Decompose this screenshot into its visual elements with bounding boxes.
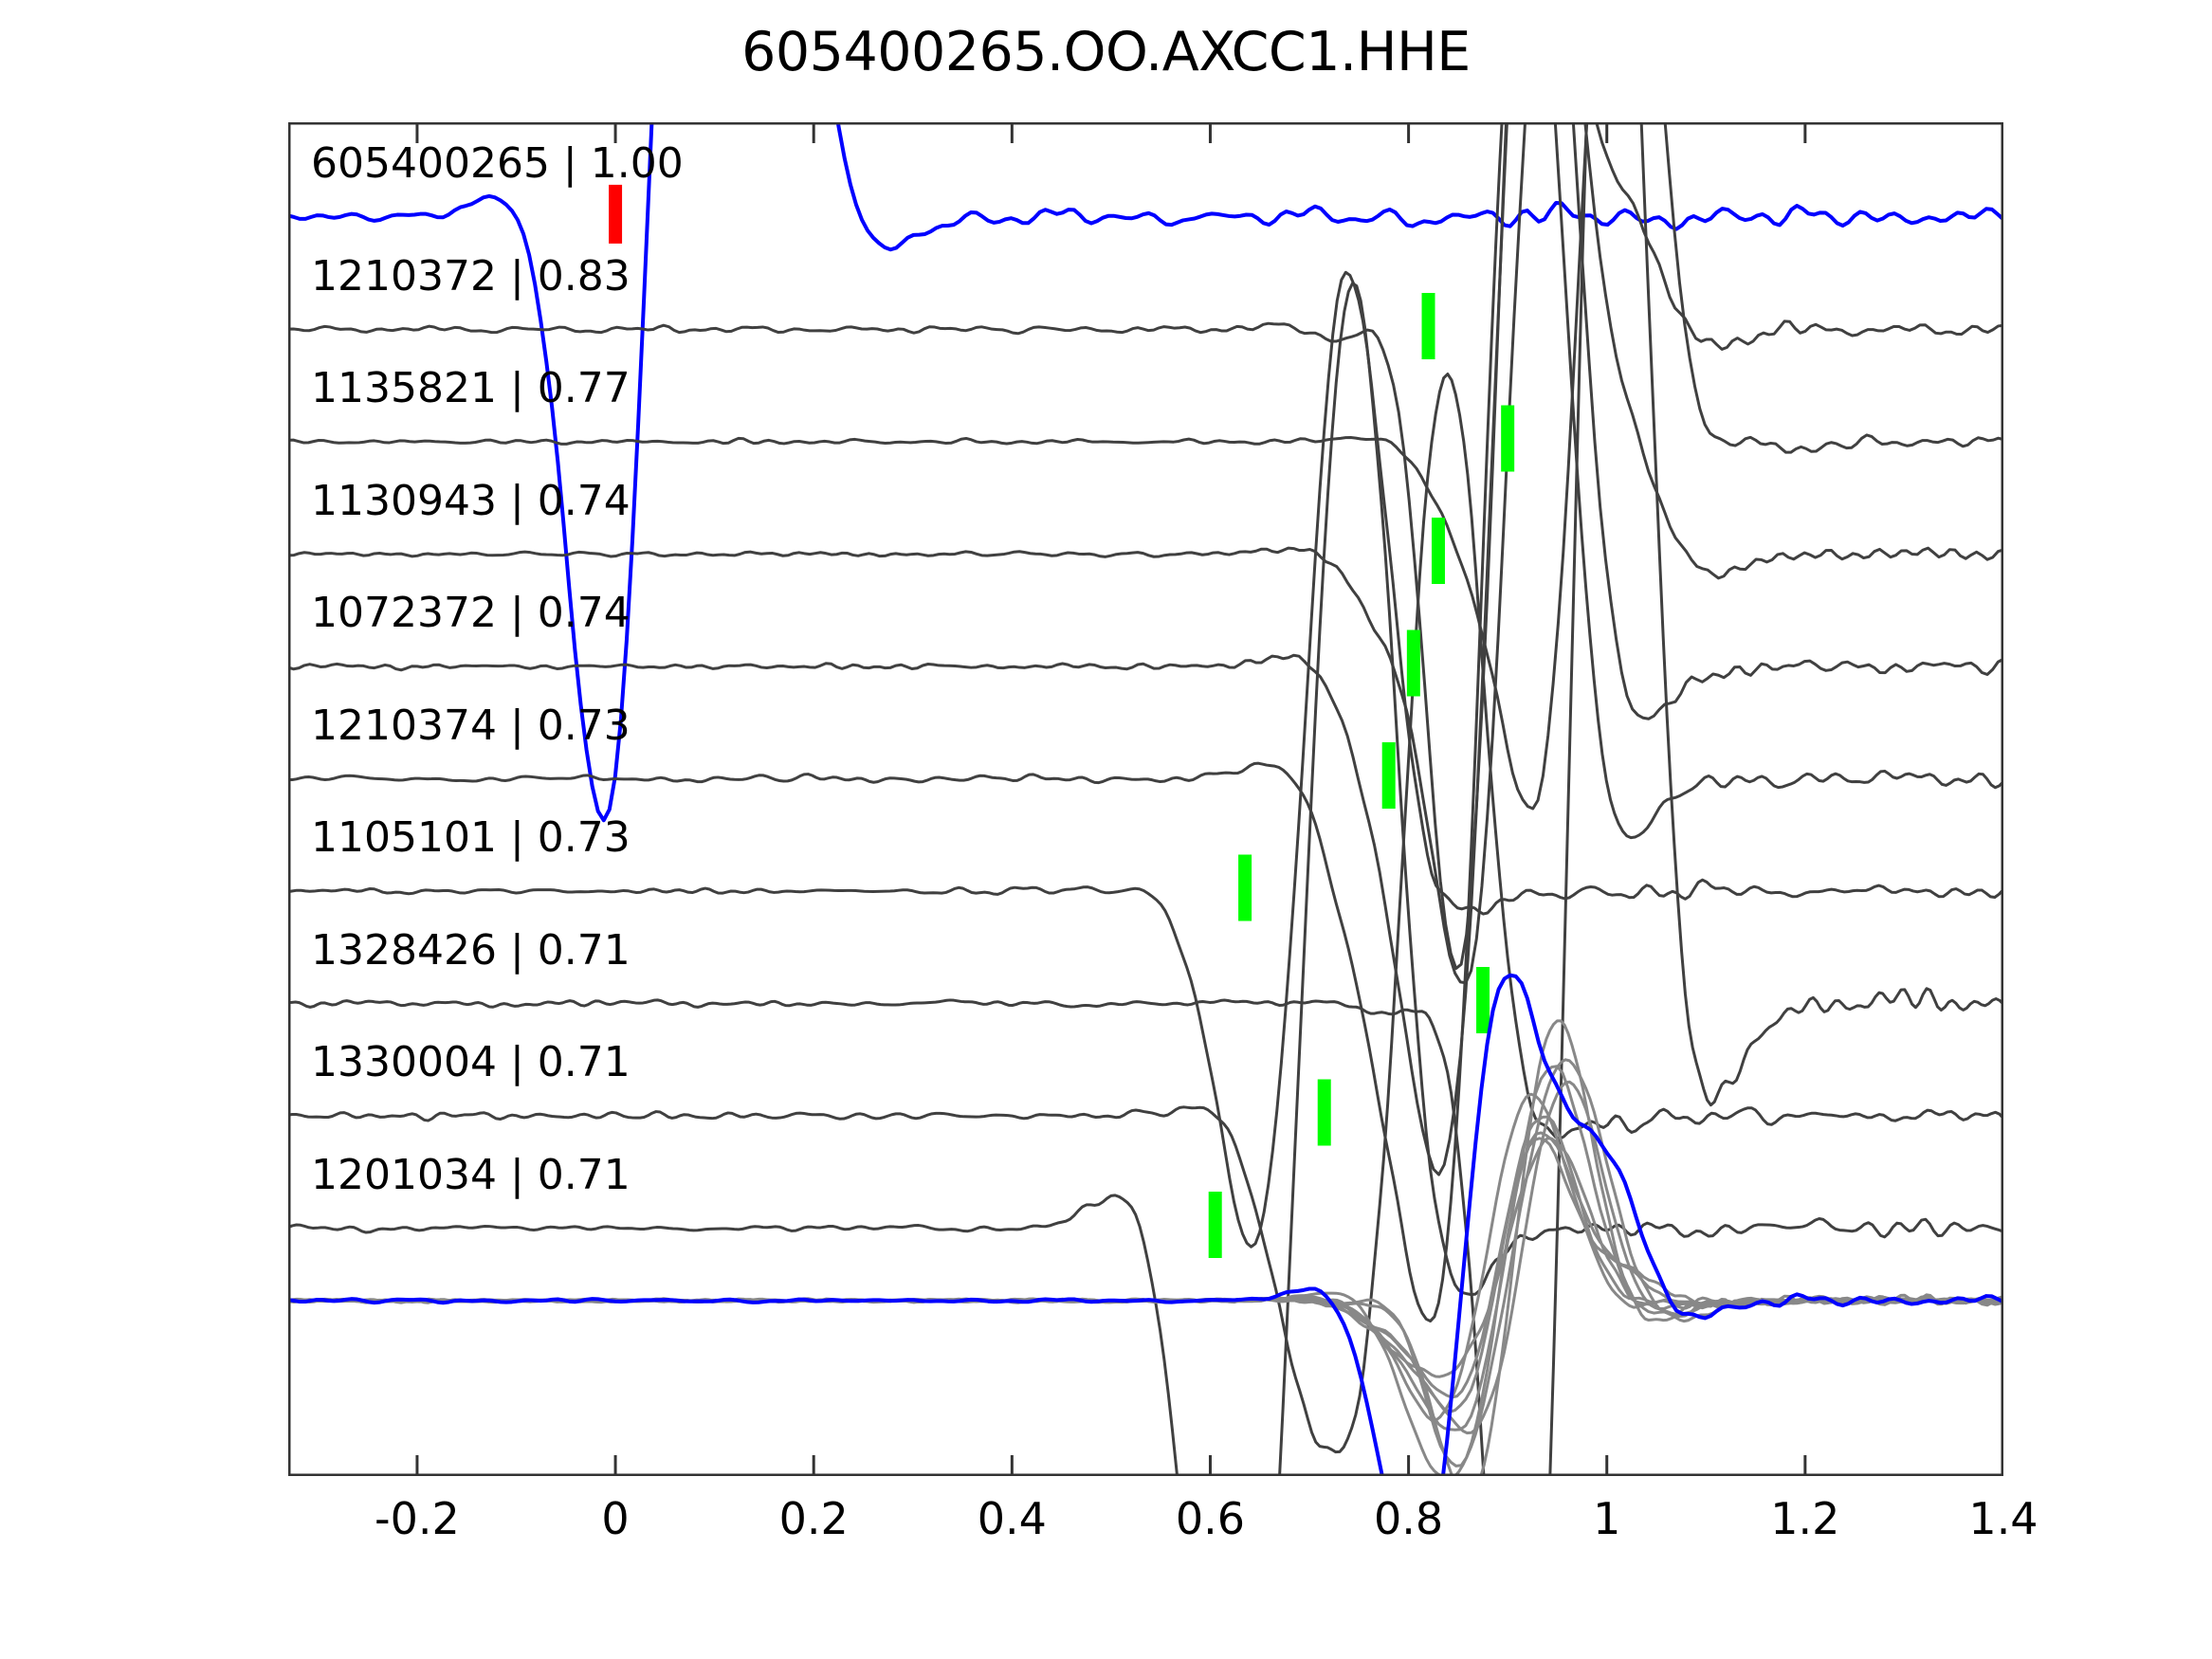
- x-tick-label: -0.2: [375, 1493, 460, 1544]
- trace-label: 1210374 | 0.73: [311, 701, 631, 750]
- overlay-stack-group: [288, 973, 2003, 1476]
- detection-pick-marker: [1238, 854, 1252, 921]
- trace-label: 1105101 | 0.73: [311, 813, 631, 862]
- overlay-template-trace: [288, 973, 2003, 1476]
- waveform-plot: [288, 122, 2003, 1476]
- waveform-trace: [288, 122, 2003, 971]
- x-tick-label: 1: [1593, 1493, 1621, 1544]
- x-tick-label: 0.4: [977, 1493, 1047, 1544]
- waveform-trace: [288, 122, 2003, 1476]
- detection-pick-marker: [1476, 967, 1490, 1033]
- trace-label: 1201034 | 0.71: [311, 1150, 631, 1199]
- waveform-trace: [288, 122, 2003, 985]
- plot-area: [288, 122, 2003, 1476]
- waveform-trace: [288, 122, 2003, 811]
- trace-label: 1328426 | 0.71: [311, 925, 631, 975]
- trace-label: 1135821 | 0.77: [311, 364, 631, 412]
- x-tick-label: 0.6: [1175, 1493, 1246, 1544]
- waveform-trace: [288, 270, 2003, 1249]
- detection-pick-marker: [1421, 293, 1435, 359]
- waveform-trace: [288, 122, 2003, 823]
- page-title: 605400265.OO.AXCC1.HHE: [741, 21, 1471, 83]
- pick-markers-group: [609, 184, 1515, 1258]
- trace-label: 1130943 | 0.74: [311, 476, 631, 525]
- x-tick-label: 0.2: [778, 1493, 849, 1544]
- detection-pick-marker: [1317, 1079, 1331, 1146]
- waveform-trace: [288, 373, 2003, 1454]
- trace-label: 1072372 | 0.74: [311, 589, 631, 637]
- axis-ticks-group: [415, 122, 2003, 1476]
- detection-pick-marker: [1208, 1192, 1222, 1258]
- detection-pick-marker: [1431, 518, 1445, 584]
- detection-pick-marker: [1501, 405, 1515, 472]
- trace-label: 605400265 | 1.00: [311, 139, 684, 188]
- detection-pick-marker: [1381, 742, 1396, 809]
- trace-label: 1210372 | 0.83: [311, 251, 631, 301]
- waveform-trace: [288, 282, 2003, 1476]
- template-pick-marker: [609, 184, 623, 244]
- traces-group: [288, 122, 2003, 1476]
- trace-label: 1330004 | 0.71: [311, 1038, 631, 1086]
- x-tick-label: 1.4: [1968, 1493, 2038, 1544]
- x-tick-label: 0.8: [1374, 1493, 1444, 1544]
- axis-frame: [288, 122, 2003, 1476]
- x-tick-label: 0: [601, 1493, 630, 1544]
- waveform-trace: [288, 122, 2003, 1176]
- overlay-trace: [288, 1058, 2003, 1476]
- waveform-trace: [288, 122, 2003, 1323]
- x-tick-label: 1.2: [1770, 1493, 1840, 1544]
- detection-pick-marker: [1406, 629, 1420, 697]
